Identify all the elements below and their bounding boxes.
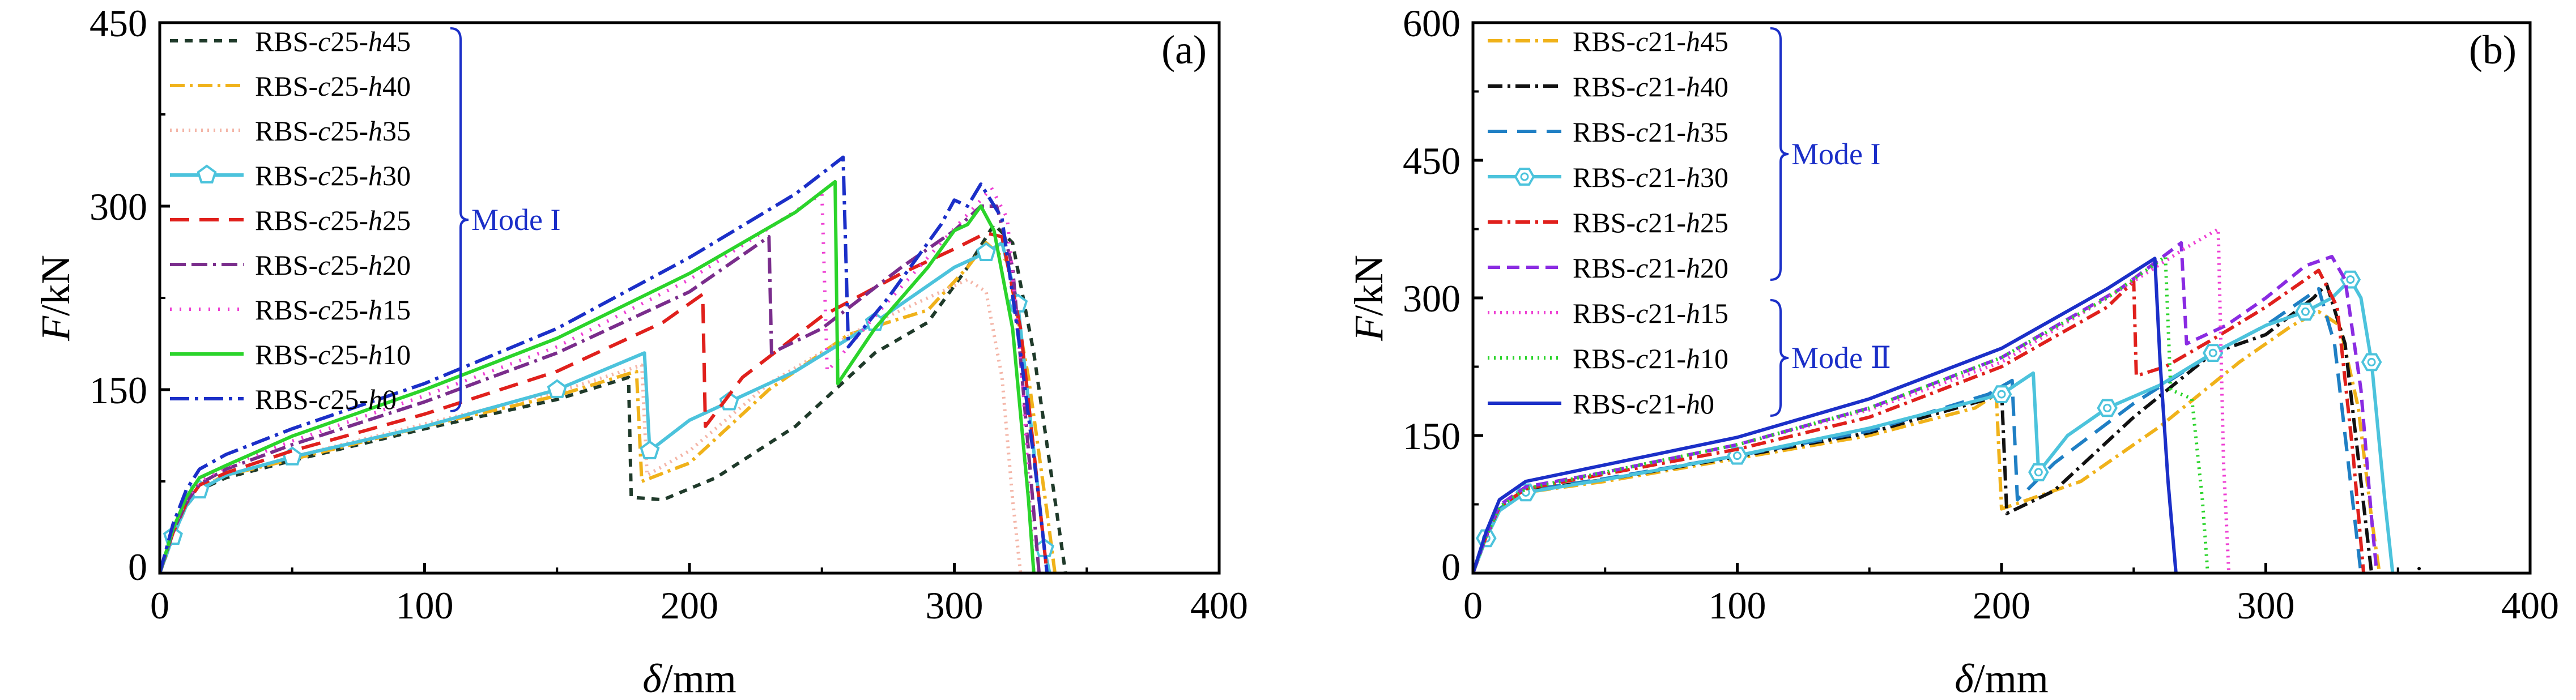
y-tick-label: 300 — [1403, 277, 1461, 320]
legend-label: RBS-c21-h0 — [1573, 388, 1714, 420]
x-tick-label: 0 — [1463, 584, 1483, 627]
legend-label: RBS-c21-h40 — [1573, 71, 1728, 103]
chart-panel-b: 0 100 200 300 400 0 150 300 450 600 δ/mm F/kN (b) RBS… — [1346, 2, 2559, 700]
legend: RBS-c25-h45 RBS-c25-h40 RBS-c25-h35 RBS-c25… — [170, 25, 411, 415]
x-tick-label: 400 — [1190, 584, 1248, 627]
series-marker-RBS-c21-h30-inner — [2367, 357, 2376, 366]
legend-label: RBS-c21-h35 — [1573, 116, 1728, 148]
x-tick-label: 300 — [926, 584, 983, 627]
series-marker-RBS-c21-h30 — [2295, 302, 2316, 321]
series-line-RBS-c25-h25 — [160, 231, 1049, 573]
mode-label: Mode I — [1791, 137, 1880, 171]
y-axis-title: F/kN — [1346, 255, 1391, 342]
legend-label: RBS-c25-h35 — [255, 115, 411, 147]
legend-label: RBS-c25-h45 — [255, 25, 411, 57]
y-axis-title: F/kN — [33, 255, 78, 342]
series-marker-RBS-c25-h30 — [282, 446, 303, 466]
y-tick-label: 150 — [1403, 415, 1461, 458]
series-marker-RBS-c21-h30 — [2028, 463, 2049, 481]
x-tick-label: 100 — [1709, 584, 1766, 627]
series-marker-RBS-c21-h30 — [1991, 385, 2012, 403]
series-marker-RBS-c25-h30 — [547, 379, 567, 398]
series-marker-RBS-c25-h30 — [640, 440, 660, 459]
y-tick-label-zero: 0 — [128, 545, 147, 588]
panel-label: (a) — [1161, 27, 1207, 72]
legend-label: RBS-c25-h25 — [255, 204, 411, 236]
legend-label: RBS-c25-h15 — [255, 294, 411, 326]
series-marker-RBS-c21-h30-inner — [1733, 451, 1742, 460]
y-tick-label: 600 — [1403, 2, 1461, 45]
series-line-RBS-c25-h10 — [160, 180, 1036, 573]
series-marker-RBS-c21-h30-inner — [2103, 403, 2112, 412]
series-marker-RBS-c21-h30-inner — [2301, 307, 2310, 316]
y-tick-label: 150 — [90, 369, 147, 412]
series-marker-RBS-c25-h30 — [719, 391, 739, 411]
series-line-RBS-c21-h0 — [1473, 257, 2178, 573]
legend-label: RBS-c21-h10 — [1573, 343, 1728, 374]
x-axis-title: δ/mm — [1955, 656, 2048, 700]
legend-label: RBS-c21-h25 — [1573, 207, 1728, 238]
series-curves — [1473, 227, 2395, 573]
series-marker-RBS-c21-h30-inner — [2034, 468, 2043, 477]
x-tick-label: 300 — [2237, 584, 2295, 627]
mode-label: Mode I — [471, 203, 560, 237]
x-tick-label: 200 — [661, 584, 718, 627]
series-marker-RBS-c21-h30 — [2340, 270, 2361, 289]
series-curves — [160, 155, 1067, 573]
series-line-RBS-c21-h20 — [1473, 241, 2379, 573]
legend: RBS-c21-h45 RBS-c21-h40 RBS-c21-h35 RBS-c21… — [1488, 25, 1728, 420]
x-tick-label: 100 — [396, 584, 454, 627]
panel-label: (b) — [2469, 27, 2517, 72]
x-tick-label: 0 — [150, 584, 169, 627]
legend-marker-RBS-c25-h30 — [197, 164, 217, 183]
series-line-RBS-c25-h0 — [160, 155, 1049, 573]
series-marker-RBS-c21-h30-inner — [1997, 390, 2006, 399]
legend-marker-RBS-c21-h30-inner — [1520, 172, 1529, 181]
mode-bracket — [1770, 299, 1789, 417]
stray-data-point — [2417, 567, 2421, 570]
chart-panel-a: 0 100 200 300 400 0 150 300 450 δ/mm F/kN (a) RBS-c2… — [33, 2, 1248, 700]
y-tick-label: 450 — [1403, 139, 1461, 182]
legend-label: RBS-c21-h30 — [1573, 161, 1728, 193]
legend-label: RBS-c25-h20 — [255, 249, 411, 281]
legend-label: RBS-c25-h0 — [255, 383, 397, 415]
legend-label: RBS-c21-h20 — [1573, 252, 1728, 284]
x-axis-title: δ/mm — [642, 656, 736, 700]
y-tick-label: 450 — [90, 2, 147, 45]
series-line-RBS-c21-h15 — [1473, 227, 2231, 573]
legend-marker-RBS-c21-h30 — [1514, 168, 1535, 186]
series-line-RBS-c25-h20 — [160, 204, 1041, 573]
series-marker-RBS-c21-h30 — [2097, 399, 2118, 417]
series-marker-RBS-c21-h30 — [2361, 353, 2382, 372]
legend-label: RBS-c21-h15 — [1573, 297, 1728, 329]
series-marker-RBS-c21-h30 — [2202, 344, 2224, 362]
legend-label: RBS-c21-h45 — [1573, 25, 1728, 57]
mode-bracket — [1770, 27, 1789, 281]
legend-label: RBS-c25-h30 — [255, 160, 411, 191]
legend-label: RBS-c25-h10 — [255, 339, 411, 370]
x-tick-label: 200 — [1973, 584, 2030, 627]
legend-label: RBS-c25-h40 — [255, 70, 411, 102]
y-tick-label-zero: 0 — [1441, 545, 1461, 588]
mode-bracket — [450, 27, 469, 412]
series-line-RBS-c21-h30 — [1473, 278, 2395, 573]
series-marker-RBS-c21-h30-inner — [2346, 275, 2355, 284]
series-line-RBS-c21-h45 — [1473, 310, 2382, 573]
series-line-RBS-c25-h15 — [160, 186, 1036, 573]
y-tick-label: 300 — [90, 185, 147, 228]
mode-label: Mode Ⅱ — [1791, 341, 1891, 375]
x-tick-label: 400 — [2501, 584, 2559, 627]
series-marker-RBS-c25-h30 — [976, 242, 997, 261]
series-marker-RBS-c21-h30-inner — [2208, 348, 2217, 357]
